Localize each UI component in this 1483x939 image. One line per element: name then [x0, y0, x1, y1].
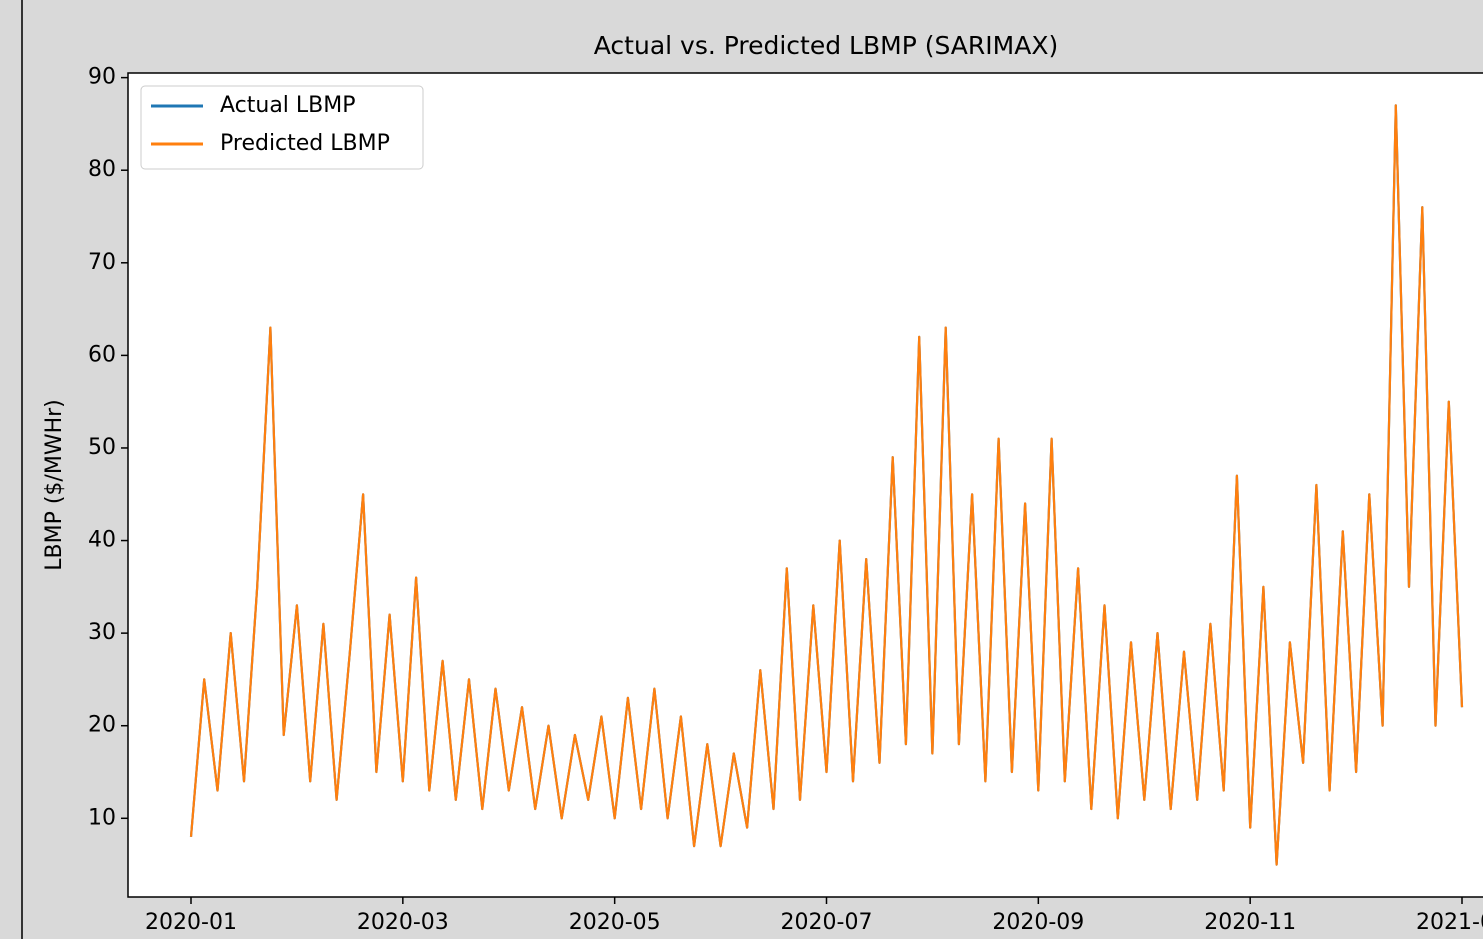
legend-box — [140, 85, 424, 170]
y-tick-label: 50 — [88, 435, 116, 460]
y-tick-label: 20 — [88, 713, 116, 738]
x-tick-label: 2020-07 — [781, 910, 873, 935]
series-line — [189, 104, 1464, 866]
y-tick-label: 40 — [88, 528, 116, 553]
x-tick-label: 2020-09 — [992, 910, 1084, 935]
y-tick-label: 90 — [88, 65, 116, 90]
chart-title: Actual vs. Predicted LBMP (SARIMAX) — [594, 31, 1058, 60]
y-tick-label: 70 — [88, 250, 116, 275]
series-group — [189, 104, 1464, 866]
legend: Actual LBMP Predicted LBMP — [140, 85, 424, 170]
x-tick-label: 2020-05 — [569, 910, 661, 935]
x-tick-label: 2020-01 — [145, 910, 237, 935]
plot-area — [127, 72, 1483, 898]
x-tick-label: 2020-11 — [1204, 910, 1296, 935]
x-tick-label: 2020-03 — [357, 910, 449, 935]
y-tick-label: 80 — [88, 157, 116, 182]
y-tick-label: 60 — [88, 342, 116, 367]
x-tick-label: 2021-01 — [1416, 910, 1483, 935]
y-tick-label: 10 — [88, 805, 116, 830]
y-tick-label: 30 — [88, 620, 116, 645]
legend-label: Actual LBMP — [220, 93, 356, 118]
y-axis-label: LBMP ($/MWHr) — [42, 399, 67, 571]
legend-label: Predicted LBMP — [220, 131, 390, 156]
